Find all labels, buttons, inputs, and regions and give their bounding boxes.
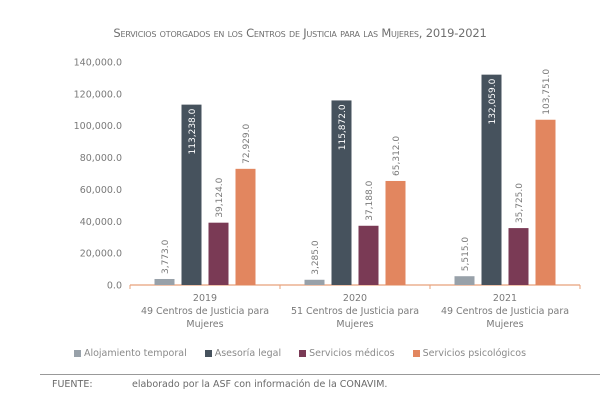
data-label: 37,188.0 bbox=[365, 180, 375, 220]
bar-1 bbox=[481, 74, 502, 285]
bar-chart: 0.0 20,000.0 40,000.0 60,000.0 80,000.0 100,0… bbox=[74, 58, 581, 330]
chart-title: Servicios otorgados en los Centros de Ju… bbox=[113, 26, 487, 40]
category-label: Mujeres bbox=[336, 319, 373, 330]
legend-label: Servicios psicológicos bbox=[422, 348, 527, 359]
source-text: elaborado por la ASF con información de … bbox=[132, 379, 388, 390]
legend-label: Servicios médicos bbox=[309, 348, 395, 359]
y-tick-label: 100,000.0 bbox=[74, 121, 122, 132]
category-label: 49 Centros de Justicia para bbox=[441, 306, 569, 317]
source-note: FUENTE: elaborado por la ASF con informac… bbox=[52, 379, 387, 390]
y-tick-label: 60,000.0 bbox=[80, 185, 122, 196]
y-tick-label: 140,000.0 bbox=[74, 58, 122, 69]
category-label: 49 Centros de Justicia para bbox=[141, 306, 269, 317]
category-year: 2019 bbox=[193, 293, 217, 304]
category-year: 2020 bbox=[343, 293, 367, 304]
y-tick-label: 40,000.0 bbox=[80, 217, 122, 228]
category-label: 51 Centros de Justicia para bbox=[291, 306, 419, 317]
bar-2 bbox=[358, 225, 379, 285]
bar-3 bbox=[235, 168, 256, 285]
bar-2 bbox=[208, 222, 229, 285]
data-label: 103,751.0 bbox=[542, 69, 552, 115]
data-label: 39,124.0 bbox=[215, 177, 225, 217]
category-year: 2021 bbox=[493, 293, 517, 304]
legend: Alojamiento temporal Asesoría legal Servic… bbox=[0, 348, 600, 359]
data-label: 5,515.0 bbox=[461, 237, 471, 272]
legend-swatch bbox=[299, 350, 307, 357]
bar-0 bbox=[154, 278, 175, 285]
legend-item: Servicios psicológicos bbox=[412, 348, 527, 359]
y-tick-label: 80,000.0 bbox=[80, 153, 122, 164]
data-label: 113,238.0 bbox=[188, 108, 198, 154]
data-label: 115,872.0 bbox=[338, 104, 348, 150]
legend-item: Asesoría legal bbox=[204, 348, 282, 359]
legend-item: Servicios médicos bbox=[299, 348, 395, 359]
source-label: FUENTE: bbox=[52, 379, 93, 390]
divider bbox=[40, 374, 600, 375]
data-label: 72,929.0 bbox=[242, 123, 252, 163]
bar-3 bbox=[385, 180, 406, 285]
legend-swatch bbox=[412, 350, 420, 357]
bar-1 bbox=[181, 104, 202, 285]
y-tick-label: 0.0 bbox=[107, 281, 122, 292]
legend-label: Alojamiento temporal bbox=[83, 348, 187, 359]
bar-3 bbox=[535, 119, 556, 286]
legend-item: Alojamiento temporal bbox=[73, 348, 187, 359]
category-label: Mujeres bbox=[486, 319, 523, 330]
data-label: 132,059.0 bbox=[488, 78, 498, 124]
bar-1 bbox=[331, 100, 352, 285]
legend-swatch bbox=[73, 350, 81, 357]
data-label: 35,725.0 bbox=[515, 183, 525, 223]
y-tick-label: 20,000.0 bbox=[80, 249, 122, 260]
legend-label: Asesoría legal bbox=[214, 348, 282, 359]
legend-swatch bbox=[204, 350, 212, 357]
bar-2 bbox=[508, 228, 529, 285]
data-label: 65,312.0 bbox=[392, 136, 402, 176]
category-label: Mujeres bbox=[186, 319, 223, 330]
bar-0 bbox=[454, 276, 475, 285]
bar-0 bbox=[304, 279, 325, 285]
data-label: 3,285.0 bbox=[311, 240, 321, 275]
data-label: 3,773.0 bbox=[161, 239, 171, 274]
y-tick-label: 120,000.0 bbox=[74, 89, 122, 100]
